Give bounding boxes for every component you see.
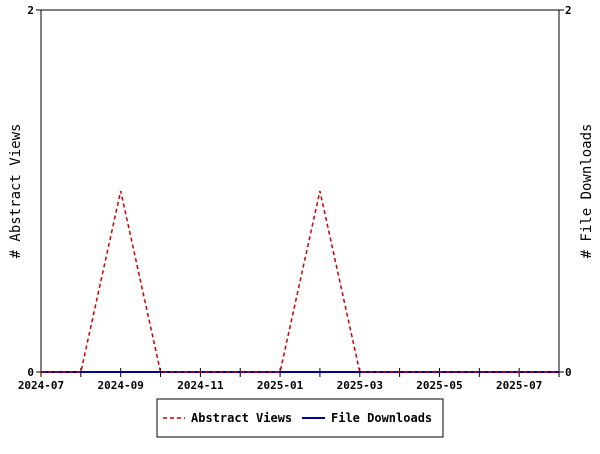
y-right-tick-label: 2 <box>565 4 572 17</box>
x-axis-ticks: 2024-07 2024-09 2024-11 2025-01 2025-03 2025-… <box>18 368 560 392</box>
legend-label-abstract-views: Abstract Views <box>191 411 292 425</box>
y-left-tick-label: 2 <box>27 4 34 17</box>
legend-label-file-downloads: File Downloads <box>331 411 432 425</box>
x-tick-label: 2025-05 <box>416 379 462 392</box>
y-left-axis-title: # Abstract Views <box>8 124 24 259</box>
x-tick-label: 2025-07 <box>496 379 542 392</box>
series-layer <box>41 190 559 373</box>
plot-area-frame <box>40 9 560 373</box>
y-right-axis-ticks: 02 <box>559 4 572 379</box>
y-left-tick-label: 0 <box>27 366 34 379</box>
y-right-tick-label: 0 <box>565 366 572 379</box>
y-left-axis-ticks: 02 <box>27 4 41 379</box>
x-tick-label: 2024-07 <box>18 379 64 392</box>
legend: Abstract Views File Downloads <box>156 398 444 438</box>
series-line-abstract-views <box>41 190 559 373</box>
x-tick-label: 2024-11 <box>177 379 224 392</box>
x-tick-label: 2024-09 <box>98 379 144 392</box>
legend-box <box>156 398 444 438</box>
y-right-axis-title: # File Downloads <box>579 124 595 259</box>
x-tick-label: 2025-03 <box>337 379 383 392</box>
x-tick-label: 2025-01 <box>257 379 304 392</box>
